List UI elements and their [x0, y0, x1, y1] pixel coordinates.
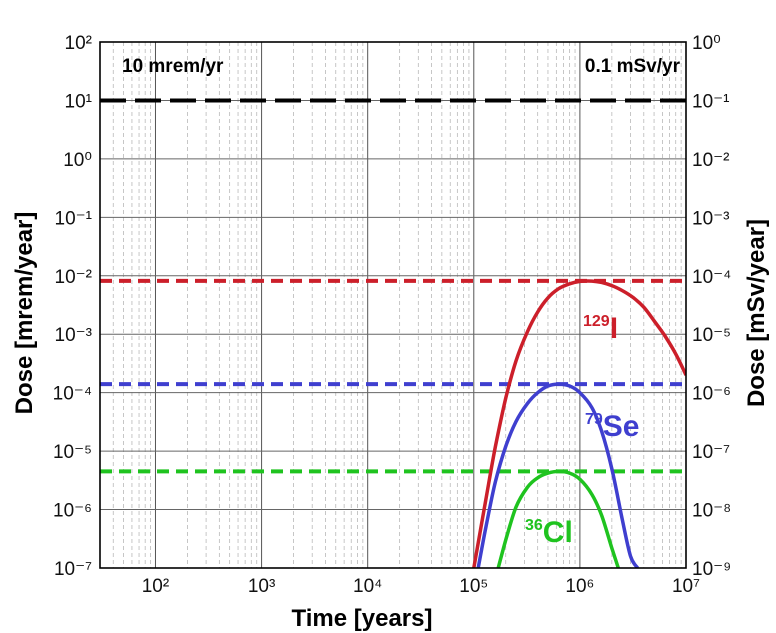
series-line: [472, 279, 686, 568]
y-tick-label-right: 10⁻⁹: [692, 559, 731, 580]
tick-labels: 10² 10³ 10⁴ 10⁵ 10⁶ 10⁷ 10² 10¹ 10⁰ 10⁻¹ 10⁻² 10⁻³ 1…: [53, 33, 732, 597]
series-label-mass-number: 79: [585, 411, 603, 428]
y-tick-label-right: 10⁻⁸: [692, 501, 731, 522]
y-tick-label-left: 10⁻⁵: [53, 442, 92, 463]
y-tick-label-left: 10⁻⁶: [53, 501, 92, 522]
x-tick-label: 10⁴: [353, 576, 382, 597]
plot-border: [99, 41, 687, 569]
series-label-symbol: I: [610, 312, 618, 345]
series-label: 36Cl: [525, 516, 573, 549]
series-line: [476, 382, 640, 568]
y-tick-label-left: 10⁻²: [55, 267, 93, 288]
x-tick-label: 10⁶: [565, 576, 594, 597]
series-label-mass-number: 129: [583, 313, 610, 330]
x-axis-label: Time [years]: [292, 605, 433, 632]
y-tick-label-right: 10⁻⁴: [692, 267, 731, 288]
reference-lines: [100, 98, 686, 474]
y-axis-label-left: Dose [mrem/year]: [11, 212, 38, 415]
y-tick-label-right: 10⁻⁶: [692, 384, 731, 405]
y-tick-label-left: 10⁻¹: [55, 208, 93, 229]
x-tick-label: 10²: [142, 576, 169, 597]
y-tick-label-right: 10⁻³: [692, 208, 730, 229]
y-tick-label-right: 10⁻¹: [692, 91, 730, 112]
y-tick-label-left: 10⁻⁴: [53, 384, 92, 405]
y-tick-label-right: 10⁻⁵: [692, 325, 731, 346]
y-tick-label-left: 10⁰: [63, 150, 92, 171]
series-labels: 129I 79Se 36Cl: [525, 312, 640, 549]
y-tick-label-left: 10⁻⁷: [54, 559, 92, 580]
x-tick-label: 10³: [248, 576, 275, 597]
y-tick-label-left: 10¹: [65, 91, 92, 112]
reference-label-left: 10 mrem/yr: [122, 56, 224, 77]
y-tick-label-right: 10⁰: [692, 33, 721, 54]
y-tick-label-right: 10⁻²: [692, 150, 730, 171]
y-axis-label-right: Dose [mSv/year]: [743, 219, 770, 407]
data-series: [472, 279, 686, 568]
reference-label-right: 0.1 mSv/yr: [585, 56, 681, 77]
series-label-symbol: Cl: [543, 516, 573, 549]
y-tick-label-left: 10²: [65, 33, 92, 54]
x-tick-label: 10⁷: [672, 576, 700, 597]
y-tick-label-left: 10⁻³: [55, 325, 93, 346]
grid: [100, 42, 686, 568]
series-line: [496, 469, 620, 568]
series-label-symbol: Se: [603, 410, 640, 443]
series-label: 79Se: [585, 410, 640, 443]
series-label-mass-number: 36: [525, 517, 543, 534]
x-tick-label: 10⁵: [459, 576, 488, 597]
plot-frame: [99, 41, 687, 569]
series-label: 129I: [583, 312, 618, 345]
y-tick-label-right: 10⁻⁷: [692, 442, 730, 463]
